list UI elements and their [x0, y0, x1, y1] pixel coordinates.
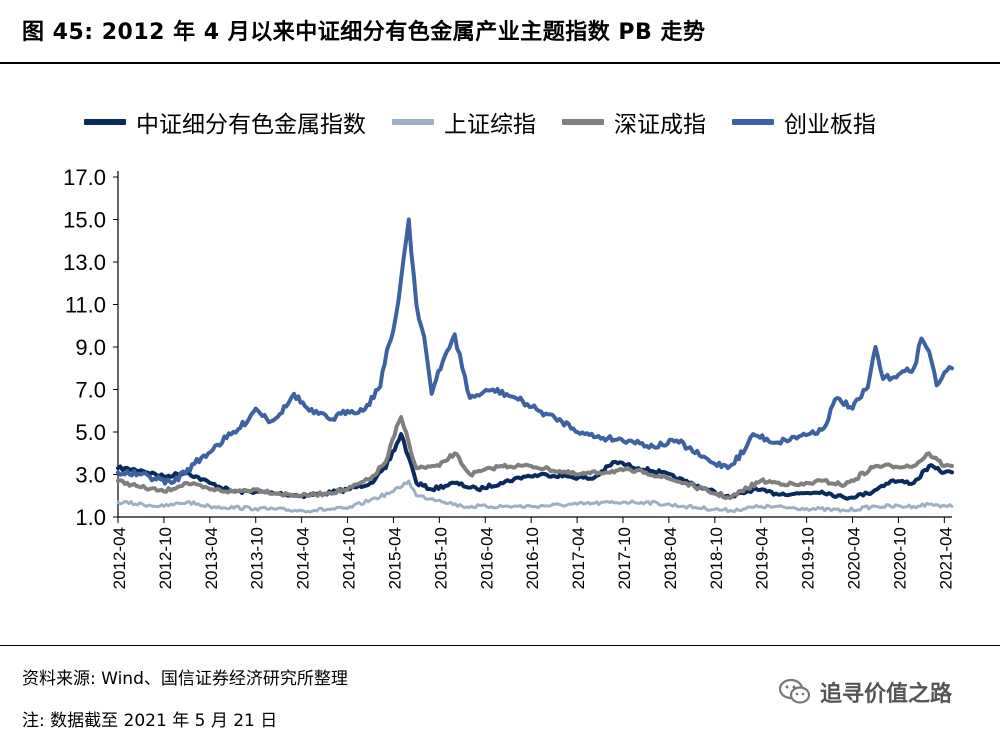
date-note: 注: 数据截至 2021 年 5 月 21 日: [22, 711, 278, 731]
legend-label: 创业板指: [784, 112, 876, 138]
bottom-divider: [0, 645, 1000, 646]
watermark-text: 追寻价值之路: [820, 682, 953, 707]
x-tick-label: 2018-10: [707, 527, 726, 589]
x-tick-label: 2019-10: [799, 527, 818, 589]
y-tick-label: 9.0: [75, 335, 106, 360]
y-tick-label: 7.0: [75, 378, 106, 403]
x-tick-label: 2020-04: [845, 527, 864, 589]
y-tick-label: 3.0: [75, 463, 106, 488]
x-tick-label: 2013-10: [248, 527, 267, 589]
legend-label: 中证细分有色金属指数: [136, 112, 366, 138]
x-tick-label: 2014-10: [340, 527, 359, 589]
legend-item: 深证成指: [562, 105, 706, 139]
title-bar: 图 45: 2012 年 4 月以来中证细分有色金属产业主题指数 PB 走势: [0, 0, 1000, 64]
wechat-icon: [778, 678, 811, 704]
x-tick-label: 2016-10: [523, 527, 542, 589]
legend-swatch: [732, 119, 774, 125]
legend-item: 中证细分有色金属指数: [84, 105, 366, 139]
source-note: 资料来源: Wind、国信证券经济研究所整理: [22, 669, 348, 689]
legend-swatch: [562, 119, 604, 125]
series-line: [116, 415, 954, 500]
series-line: [116, 479, 954, 514]
x-tick-label: 2012-10: [156, 527, 175, 589]
series-line: [116, 432, 954, 501]
watermark: 追寻价值之路: [778, 676, 952, 708]
y-tick-label: 1.0: [75, 505, 106, 530]
figure-title: 图 45: 2012 年 4 月以来中证细分有色金属产业主题指数 PB 走势: [22, 20, 706, 45]
x-tick-label: 2021-04: [936, 527, 955, 589]
x-tick-label: 2016-04: [477, 527, 496, 589]
legend-item: 上证综指: [392, 105, 536, 139]
x-tick-label: 2013-04: [202, 527, 221, 589]
series-line: [116, 217, 954, 486]
y-tick-label: 13.0: [63, 250, 106, 275]
y-tick-label: 17.0: [63, 165, 106, 190]
x-tick-label: 2020-10: [890, 527, 909, 589]
y-tick-label: 5.0: [75, 420, 106, 445]
legend-swatch: [392, 119, 434, 125]
y-tick-label: 11.0: [65, 293, 106, 318]
x-tick-label: 2019-04: [753, 527, 772, 589]
x-tick-label: 2017-10: [615, 527, 634, 589]
x-tick-label: 2015-10: [431, 527, 450, 589]
chart-legend: 中证细分有色金属指数 上证综指 深证成指 创业板指: [84, 104, 876, 140]
x-tick-label: 2017-04: [569, 527, 588, 589]
x-tick-label: 2015-04: [385, 527, 404, 589]
x-tick-label: 2018-04: [661, 527, 680, 589]
legend-swatch: [84, 119, 126, 125]
legend-label: 深证成指: [614, 112, 706, 138]
legend-item: 创业板指: [732, 105, 876, 139]
legend-label: 上证综指: [444, 112, 536, 138]
x-tick-label: 2014-04: [294, 527, 313, 589]
x-tick-label: 2012-04: [110, 527, 129, 589]
y-tick-label: 15.0: [63, 208, 106, 233]
